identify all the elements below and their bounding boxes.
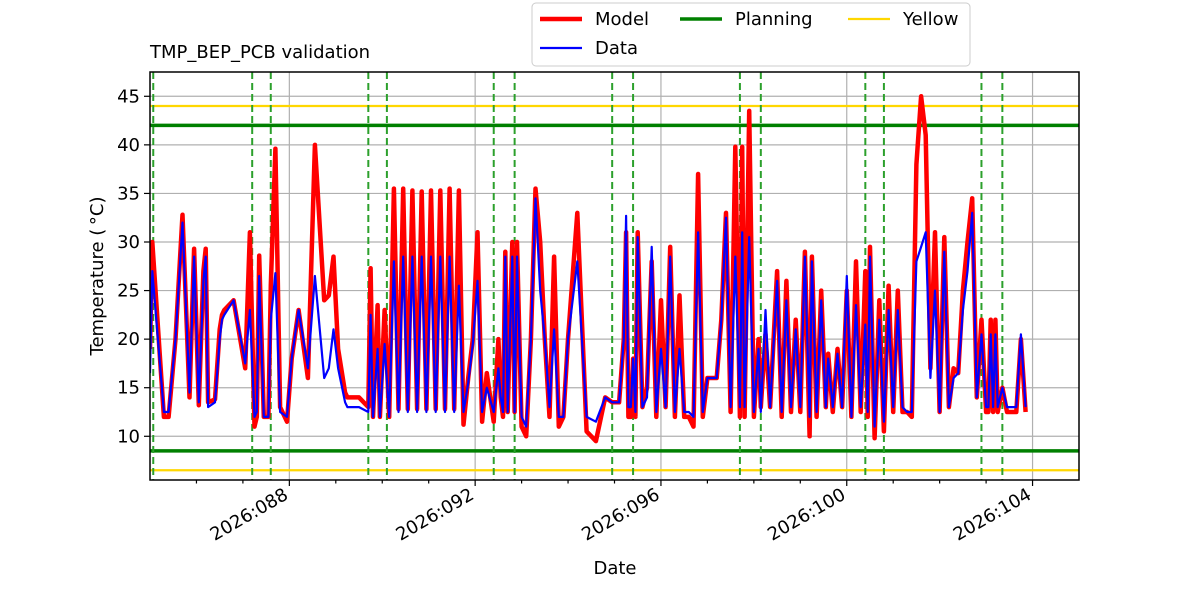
y-tick-label: 25: [117, 281, 140, 302]
series-lines: [150, 94, 1028, 444]
y-tick-label: 40: [117, 135, 140, 156]
series-data-line: [150, 197, 1027, 428]
x-tick-label: 2026:088: [207, 484, 292, 545]
x-tick-label: 2026:104: [950, 484, 1035, 545]
y-tick-label: 35: [117, 183, 140, 204]
y-axis-ticks: 10 15 20 25 30 35 40 45: [117, 86, 150, 447]
x-tick-label: 2026:100: [764, 484, 849, 545]
x-axis-ticks: 2026:088 2026:092 2026:096 2026:100 2026:104: [195, 480, 1035, 545]
y-tick-label: 30: [117, 232, 140, 253]
x-axis-label: Date: [593, 558, 636, 579]
legend-label-planning: Planning: [735, 9, 813, 30]
y-tick-label: 15: [117, 378, 140, 399]
legend-label-yellow: Yellow: [902, 9, 958, 30]
y-tick-label: 45: [117, 86, 140, 107]
legend-label-model: Model: [595, 9, 649, 30]
legend: Model Data Planning Yellow: [531, 2, 971, 67]
y-tick-label: 20: [117, 329, 140, 350]
y-tick-label: 10: [117, 426, 140, 447]
x-tick-label: 2026:092: [392, 484, 477, 545]
legend-label-data: Data: [595, 38, 638, 59]
chart-title: TMP_BEP_PCB validation: [149, 42, 370, 63]
y-axis-label: Temperature ( °C): [87, 197, 108, 357]
x-tick-label: 2026:096: [578, 484, 663, 545]
